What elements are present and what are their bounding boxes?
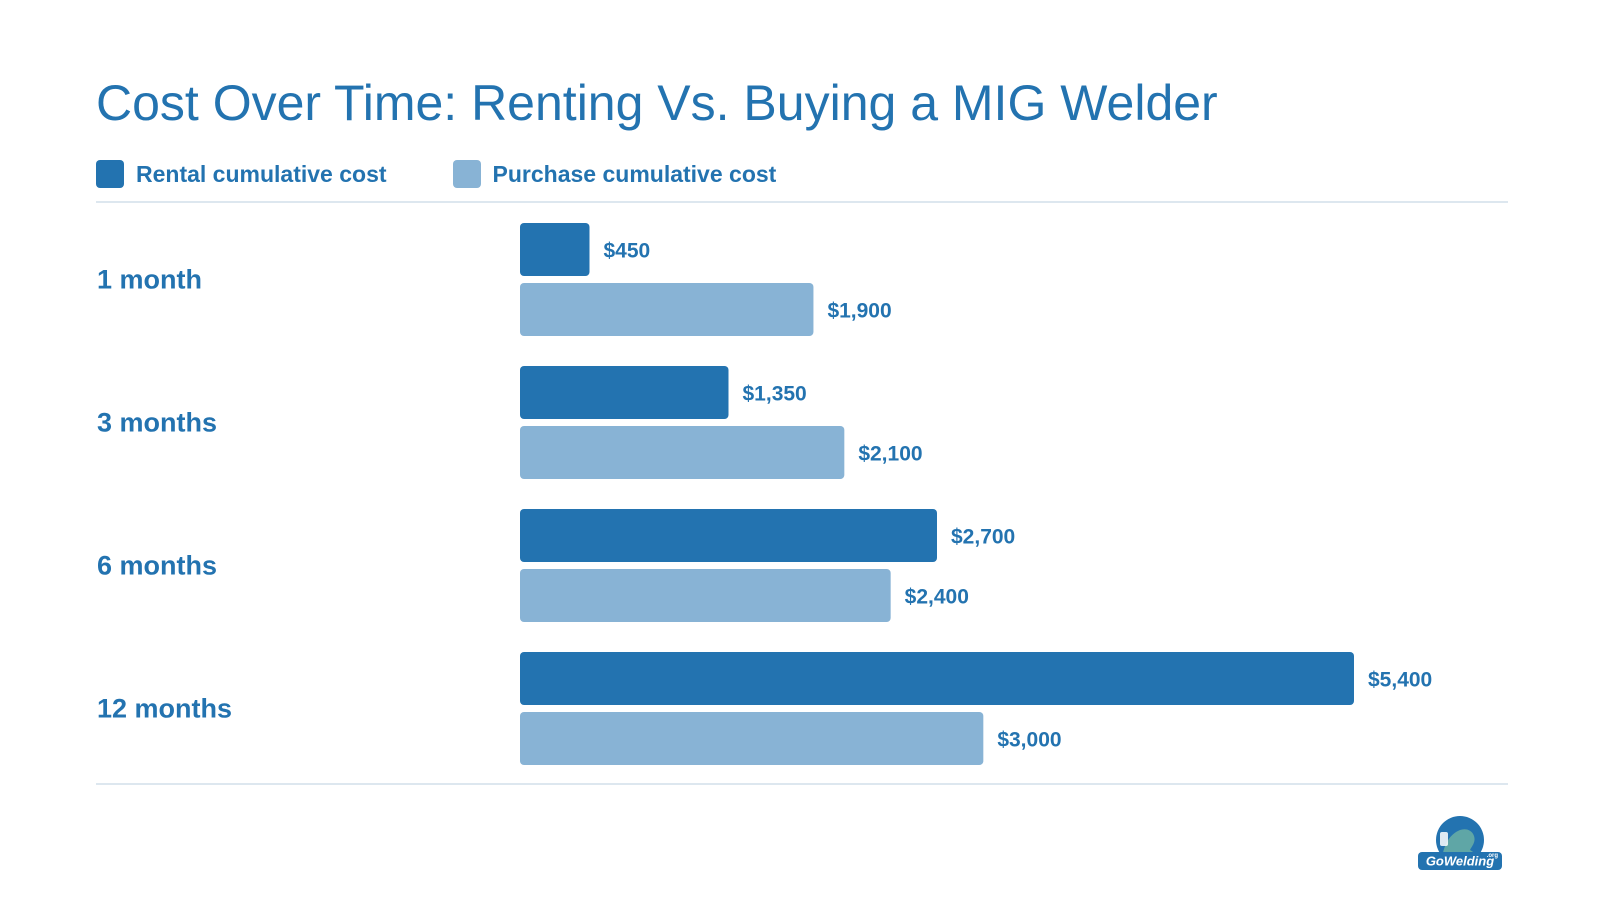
- category-label: 12 months: [97, 694, 232, 724]
- legend: Rental cumulative cost Purchase cumulati…: [96, 160, 842, 188]
- bar-purchase: [520, 426, 845, 479]
- gowelding-logo: GoWelding .org: [1418, 816, 1502, 870]
- top-divider: [96, 201, 1508, 203]
- category-label: 3 months: [97, 408, 217, 438]
- data-label-rental: $5,400: [1368, 669, 1432, 692]
- legend-label-rental: Rental cumulative cost: [136, 160, 387, 187]
- data-label-purchase: $3,000: [997, 729, 1061, 752]
- data-label-purchase: $2,400: [905, 586, 969, 609]
- logo-text: GoWelding: [1426, 854, 1494, 869]
- legend-item-rental: Rental cumulative cost: [96, 160, 387, 188]
- data-label-purchase: $2,100: [858, 443, 922, 466]
- bar-purchase: [520, 569, 891, 622]
- chart-title: Cost Over Time: Renting Vs. Buying a MIG…: [96, 75, 1218, 131]
- bar-rental: [520, 366, 729, 419]
- bottom-divider: [96, 783, 1508, 785]
- data-label-rental: $1,350: [743, 383, 807, 406]
- legend-item-purchase: Purchase cumulative cost: [452, 160, 777, 188]
- legend-swatch-rental: [96, 160, 124, 188]
- bar-rental: [520, 223, 590, 276]
- bar-purchase: [520, 283, 814, 336]
- legend-label-purchase: Purchase cumulative cost: [492, 160, 777, 187]
- bar-rental: [520, 652, 1354, 705]
- bar-purchase: [520, 712, 984, 765]
- category-label: 6 months: [97, 551, 217, 581]
- bar-rental: [520, 509, 937, 562]
- data-label-purchase: $1,900: [827, 300, 891, 323]
- data-label-rental: $2,700: [951, 526, 1015, 549]
- legend-swatch-purchase: [452, 160, 481, 188]
- data-label-rental: $450: [604, 240, 651, 263]
- category-label: 1 month: [97, 265, 202, 295]
- logo-suffix: .org: [1487, 853, 1499, 859]
